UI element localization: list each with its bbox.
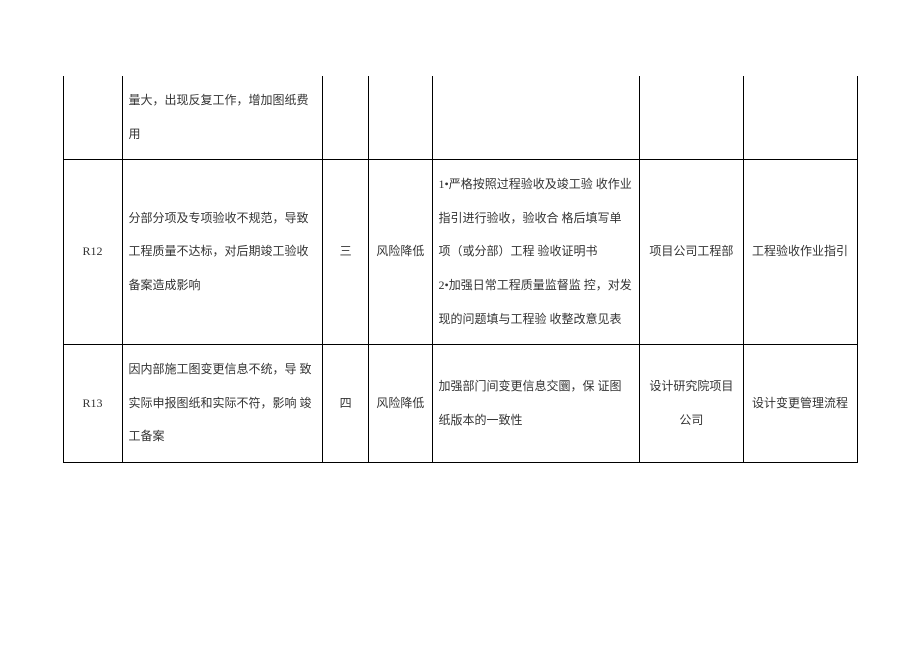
cell-measures: 1•严格按照过程验收及竣工验 收作业指引进行验收，验收合 格后填写单项（或分部）… (432, 160, 640, 345)
risk-table: 量大，出现反复工作，增加图纸费用 R12 分部分项及专项验收不规范，导致 工程质… (63, 76, 858, 463)
cell-desc: 因内部施工图变更信息不统，导 致实际申报图纸和实际不符，影响 竣工备案 (122, 345, 322, 463)
cell-level: 三 (322, 160, 368, 345)
cell-id: R13 (63, 345, 122, 463)
cell-dept: 项目公司工程部 (640, 160, 743, 345)
risk-table-container: 量大，出现反复工作，增加图纸费用 R12 分部分项及专项验收不规范，导致 工程质… (63, 76, 858, 463)
cell-measures: 加强部门间变更信息交圜，保 证图纸版本的一致性 (432, 345, 640, 463)
cell-measures (432, 76, 640, 160)
cell-desc: 量大，出现反复工作，增加图纸费用 (122, 76, 322, 160)
cell-dept (640, 76, 743, 160)
table-row: R12 分部分项及专项验收不规范，导致 工程质量不达标，对后期竣工验收 备案造成… (63, 160, 857, 345)
cell-level: 四 (322, 345, 368, 463)
cell-level (322, 76, 368, 160)
cell-strategy: 风险降低 (369, 345, 432, 463)
cell-desc: 分部分项及专项验收不规范，导致 工程质量不达标，对后期竣工验收 备案造成影响 (122, 160, 322, 345)
cell-ref: 设计变更管理流程 (743, 345, 857, 463)
table-row: 量大，出现反复工作，增加图纸费用 (63, 76, 857, 160)
cell-ref (743, 76, 857, 160)
cell-dept: 设计研究院项目公司 (640, 345, 743, 463)
cell-id (63, 76, 122, 160)
cell-ref: 工程验收作业指引 (743, 160, 857, 345)
table-row: R13 因内部施工图变更信息不统，导 致实际申报图纸和实际不符，影响 竣工备案 … (63, 345, 857, 463)
cell-strategy (369, 76, 432, 160)
cell-strategy: 风险降低 (369, 160, 432, 345)
cell-id: R12 (63, 160, 122, 345)
